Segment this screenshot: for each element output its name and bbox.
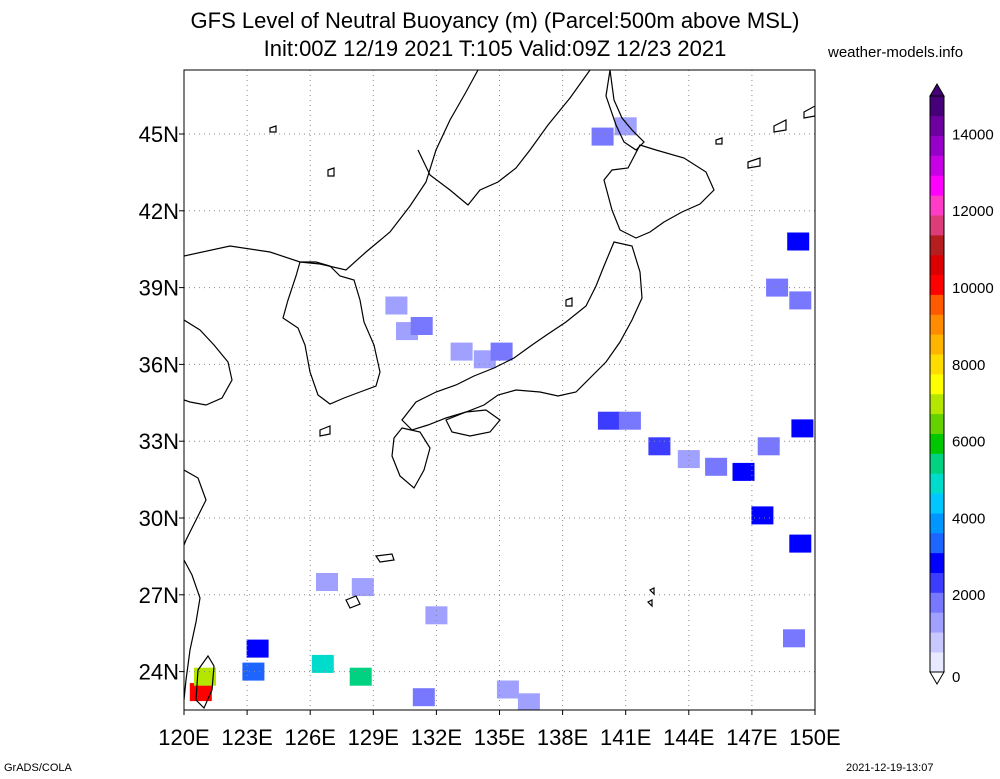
buoyancy-cell (451, 343, 473, 361)
lon-tick-label: 132E (411, 725, 462, 750)
colorbar-segment (930, 314, 944, 334)
map-plot: 120E 123E 126E 129E 132E 135E 138E 141E 144E 147E… (0, 0, 1000, 779)
lat-tick-label: 24N (139, 660, 179, 685)
colorbar-tick-label: 0 (952, 669, 960, 686)
colorbar-tick-label: 4000 (952, 510, 985, 527)
buoyancy-cell (648, 437, 670, 455)
buoyancy-cell (247, 640, 269, 658)
buoyancy-cell (751, 506, 773, 524)
colorbar-segment (930, 533, 944, 553)
buoyancy-cell (312, 655, 334, 673)
lon-tick-label: 129E (348, 725, 399, 750)
buoyancy-cell (413, 688, 435, 706)
colorbar-segment (930, 116, 944, 136)
buoyancy-cell (789, 535, 811, 553)
buoyancy-cell (592, 128, 614, 146)
buoyancy-cell (705, 458, 727, 476)
colorbar-segment (930, 195, 944, 215)
buoyancy-cell (733, 463, 755, 481)
colorbar-segment (930, 652, 944, 672)
colorbar-segment (930, 334, 944, 354)
colorbar-segment (930, 513, 944, 533)
lon-tick-label: 144E (663, 725, 714, 750)
buoyancy-cell (411, 317, 433, 335)
colorbar-segment (930, 553, 944, 573)
buoyancy-cell (491, 343, 513, 361)
colorbar-tick-label: 6000 (952, 434, 985, 451)
lat-tick-label: 36N (139, 352, 179, 377)
colorbar-segment (930, 632, 944, 652)
lon-tick-label: 150E (789, 725, 840, 750)
colorbar-max-arrow (930, 84, 944, 96)
lon-tick-label: 123E (221, 725, 272, 750)
colorbar-tick-label: 12000 (952, 203, 994, 220)
colorbar-segment (930, 593, 944, 613)
buoyancy-cell (316, 573, 338, 591)
lat-tick-label: 42N (139, 199, 179, 224)
colorbar-segment (930, 275, 944, 295)
lon-tick-label: 135E (474, 725, 525, 750)
colorbar-segment (930, 156, 944, 176)
buoyancy-cell (242, 663, 264, 681)
colorbar-segment (930, 255, 944, 275)
colorbar-segment (930, 434, 944, 454)
lat-tick-label: 33N (139, 429, 179, 454)
lat-tick-label: 39N (139, 276, 179, 301)
buoyancy-cell (497, 681, 519, 699)
colorbar-tick-label: 10000 (952, 280, 994, 297)
colorbar-segment (930, 612, 944, 632)
colorbar-segment (930, 573, 944, 593)
colorbar-tick-label: 2000 (952, 587, 985, 604)
colorbar-segment (930, 175, 944, 195)
colorbar-segment (930, 215, 944, 235)
colorbar-segment (930, 454, 944, 474)
colorbar-segment (930, 96, 944, 116)
buoyancy-cell (352, 578, 374, 596)
colorbar-segment (930, 374, 944, 394)
buoyancy-cell (350, 668, 372, 686)
colorbar-segment (930, 295, 944, 315)
buoyancy-cell (598, 412, 620, 430)
buoyancy-cell (385, 297, 407, 315)
buoyancy-cell (787, 233, 809, 251)
lat-tick-label: 30N (139, 506, 179, 531)
colorbar-segment (930, 473, 944, 493)
lon-tick-label: 141E (600, 725, 651, 750)
lon-tick-label: 138E (537, 725, 588, 750)
buoyancy-cell (791, 419, 813, 437)
lat-tick-label: 27N (139, 583, 179, 608)
lon-tick-label: 126E (285, 725, 336, 750)
colorbar-min-arrow (930, 672, 944, 684)
longitude-axis: 120E 123E 126E 129E 132E 135E 138E 141E 144E 147E… (158, 710, 840, 750)
buoyancy-cell (518, 693, 540, 711)
colorbar-segment (930, 394, 944, 414)
colorbar-segment (930, 235, 944, 255)
lon-tick-label: 147E (726, 725, 777, 750)
colorbar-segment (930, 414, 944, 434)
buoyancy-cell (789, 291, 811, 309)
buoyancy-cell (619, 412, 641, 430)
buoyancy-cell (758, 437, 780, 455)
lat-tick-label: 45N (139, 122, 179, 147)
lon-tick-label: 120E (158, 725, 209, 750)
colorbar-segment (930, 493, 944, 513)
colorbar-tick-label: 8000 (952, 357, 985, 374)
colorbar-segment (930, 136, 944, 156)
colorbar-tick-label: 14000 (952, 126, 994, 143)
buoyancy-cell (783, 629, 805, 647)
colorbar: 0 2000 4000 6000 8000 10000 12000 14000 (930, 84, 994, 686)
colorbar-segment (930, 354, 944, 374)
latitude-axis: 24N 27N 30N 33N 36N 39N 42N 45N (139, 122, 184, 685)
